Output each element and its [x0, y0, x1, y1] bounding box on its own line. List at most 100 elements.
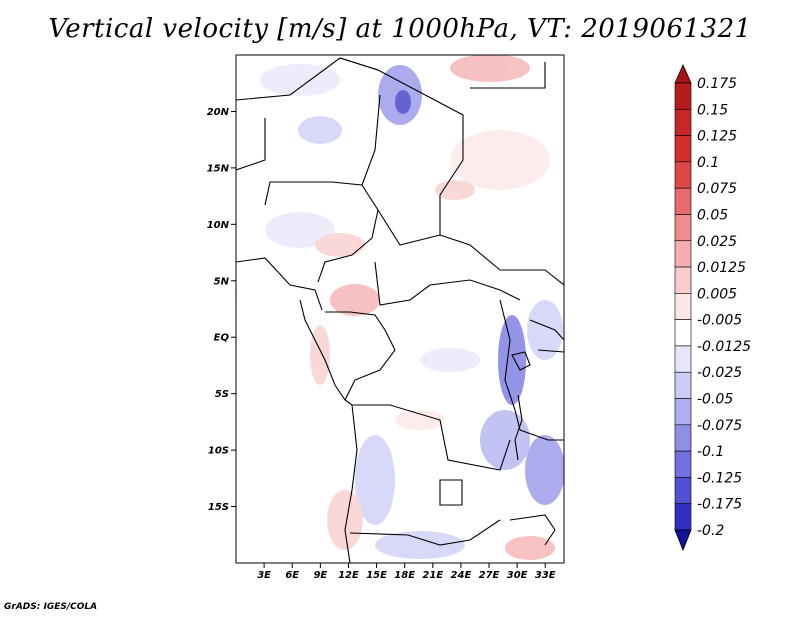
colorbar-segment: [674, 266, 692, 294]
lon-tick-label: 9E: [313, 570, 327, 581]
boundary-line: [499, 299, 521, 431]
colorbar-label: -0.05: [697, 392, 733, 408]
colorbar-segment: [674, 135, 692, 163]
boundary-line: [377, 209, 441, 246]
colorbar-segment: [674, 477, 692, 505]
map-title: Vertical velocity [m/s] at 1000hPa, VT: …: [48, 14, 752, 44]
lon-tick-label: 3E: [257, 570, 271, 581]
coastline: [299, 299, 346, 401]
lat-tick-label: 15S: [208, 502, 229, 513]
colorbar-segment: [674, 82, 692, 110]
boundary-line: [537, 349, 564, 353]
lat-tick-label: 10N: [207, 220, 230, 231]
colorbar-segment: [674, 108, 692, 136]
boundary-line: [236, 57, 564, 286]
lat-tick-label: 5N: [214, 276, 230, 287]
colorbar-label: 0.075: [697, 181, 737, 197]
colorbar-segment: [674, 187, 692, 215]
velocity-patch: [330, 284, 380, 316]
colorbar-label: 0.005: [697, 286, 737, 302]
velocity-patch: [435, 180, 475, 200]
colorbar-label: -0.175: [697, 497, 742, 513]
velocity-patch: [310, 325, 330, 385]
colorbar-segment: [674, 345, 692, 373]
velocity-patch: [505, 536, 555, 560]
colorbar-top-arrow: [674, 64, 692, 84]
velocity-patch: [498, 315, 526, 405]
colorbar-label: -0.005: [697, 313, 742, 329]
colorbar-segment: [674, 398, 692, 426]
velocity-patch: [525, 435, 564, 505]
colorbar-label: 0.175: [697, 76, 737, 92]
colorbar-label: 0.15: [697, 102, 728, 118]
boundary-line: [344, 404, 358, 563]
boundary-line: [470, 62, 546, 89]
colorbar: 0.175 0.15 0.125 0.1 0.075 0.05 0.025 0.0125 0.0…: [674, 64, 751, 552]
colorbar-segment: [674, 293, 692, 320]
boundary-line: [317, 184, 379, 283]
velocity-patch: [315, 233, 365, 257]
lon-tick-label: 21E: [422, 570, 443, 581]
boundary-line: [236, 257, 323, 311]
boundary-line: [509, 514, 556, 546]
boundary-line: [325, 311, 396, 401]
lon-tick-label: 6E: [285, 570, 299, 581]
velocity-patch: [450, 55, 530, 82]
lat-tick-label: 15N: [207, 163, 230, 174]
lon-tick-label: 30E: [507, 570, 528, 581]
colorbar-label: -0.075: [697, 418, 742, 434]
colorbar-label: -0.025: [697, 365, 742, 381]
colorbar-label: 0.05: [697, 207, 728, 223]
velocity-patch: [355, 435, 395, 525]
colorbar-segment: [674, 450, 692, 478]
colorbar-label: 0.125: [697, 129, 737, 145]
colorbar-label: 0.025: [697, 234, 737, 250]
boundary-line: [349, 519, 501, 546]
boundary-line: [529, 319, 564, 341]
lon-tick-label: 15E: [366, 570, 387, 581]
velocity-patch: [260, 64, 340, 96]
boundary-line: [236, 118, 266, 171]
velocity-patch: [527, 300, 563, 360]
lat-tick-label: EQ: [214, 333, 230, 344]
lat-tick-label: 10S: [208, 446, 229, 457]
velocity-patch: [480, 410, 530, 470]
colorbar-label: -0.125: [697, 470, 742, 486]
lon-tick-label: 33E: [535, 570, 556, 581]
lon-tick-label: 27E: [479, 570, 500, 581]
velocity-patch: [395, 410, 445, 430]
velocity-patch: [420, 348, 480, 372]
colorbar-label: 0.0125: [697, 260, 746, 276]
velocity-patch: [450, 130, 550, 190]
lon-tick-label: 12E: [338, 570, 359, 581]
boundary-line: [439, 479, 463, 506]
colorbar-segment: [674, 240, 692, 268]
colorbar-segment: [674, 424, 692, 452]
map-frame: [235, 54, 565, 564]
colorbar-bottom-arrow: [674, 529, 692, 552]
map-background: [236, 55, 564, 563]
colorbar-segment: [674, 214, 692, 242]
colorbar-segment: [674, 371, 692, 399]
colorbar-segment: [674, 503, 692, 531]
lake-outline: [514, 394, 523, 461]
colorbar-label: -0.2: [697, 523, 724, 539]
country-boundaries: [236, 57, 564, 563]
boundary-line: [374, 261, 521, 306]
latitude-axis: 20N 15N 10N 5N EQ 5S 10S 15S: [207, 107, 236, 513]
velocity-patch: [375, 531, 465, 559]
velocity-field: [260, 55, 564, 560]
colorbar-segment: [674, 161, 692, 189]
velocity-patch: [298, 116, 342, 144]
boundary-line: [264, 94, 381, 206]
lat-tick-label: 5S: [215, 389, 229, 400]
lon-tick-label: 24E: [451, 570, 472, 581]
boundary-line: [339, 57, 379, 71]
colorbar-label: -0.0125: [697, 339, 751, 355]
lon-tick-label: 18E: [394, 570, 415, 581]
velocity-patch: [327, 490, 363, 550]
lat-tick-label: 20N: [207, 107, 230, 118]
longitude-axis: 3E 6E 9E 12E 15E 18E 21E 24E 27E 30E 33E: [257, 563, 556, 581]
colorbar-label: 0.1: [697, 155, 719, 171]
velocity-patch: [395, 90, 411, 114]
